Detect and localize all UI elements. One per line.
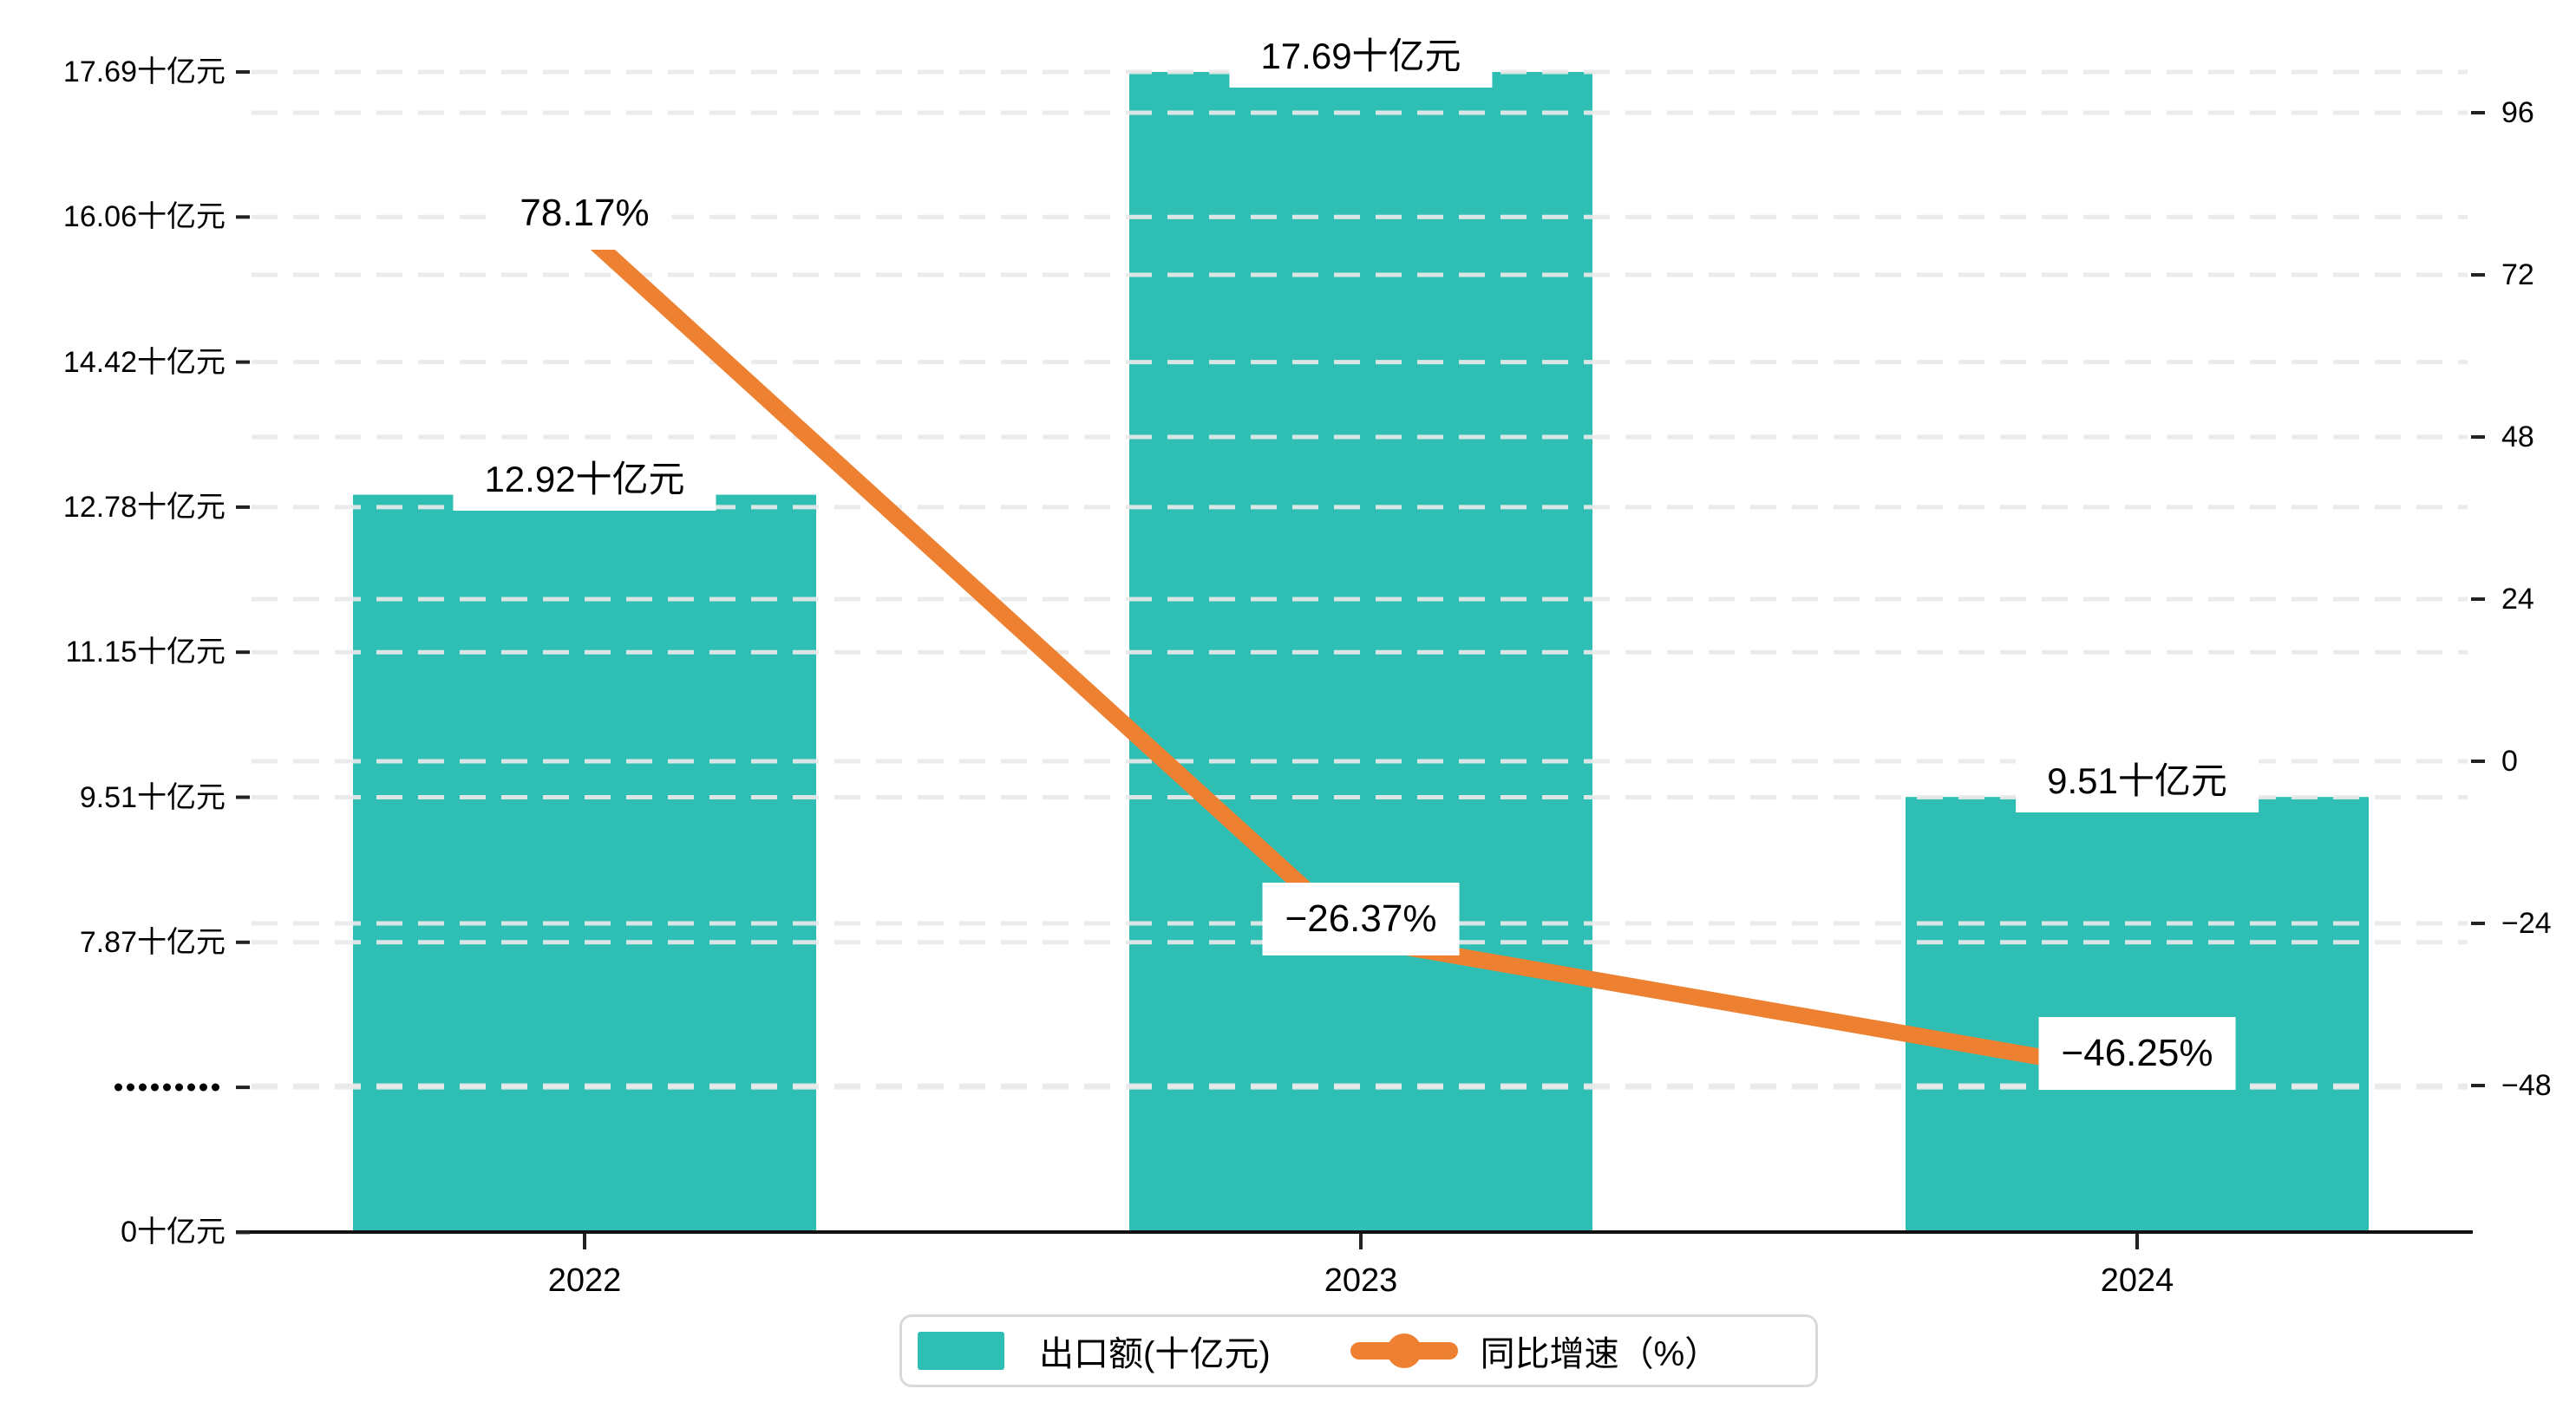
line-value-label-2023: −26.37% xyxy=(1262,883,1460,956)
bar-2024[interactable] xyxy=(1906,797,2369,1234)
legend: 出口额(十亿元) 同比增速（%） xyxy=(899,1314,1818,1387)
left-axis-break-dots xyxy=(114,1083,219,1092)
break-dot xyxy=(199,1083,207,1092)
line-value-label-2022: 78.17% xyxy=(497,176,672,250)
right-axis-tick-label: 96 xyxy=(2501,96,2534,129)
right-axis-tick-label: −48 xyxy=(2501,1069,2552,1102)
left-axis-tick-label: 17.69十亿元 xyxy=(62,55,226,88)
left-axis-tick-label: 0十亿元 xyxy=(121,1216,226,1249)
left-axis-tick-label: 7.87十亿元 xyxy=(79,925,226,959)
break-dot xyxy=(175,1083,183,1092)
legend-line-marker-icon[interactable] xyxy=(1350,1342,1458,1360)
line-value-label-2024: −46.25% xyxy=(2038,1017,2236,1091)
left-axis-tick-label: 14.42十亿元 xyxy=(62,345,226,379)
bar-value-label-2023: 17.69十亿元 xyxy=(1229,25,1493,88)
break-dot xyxy=(139,1083,147,1092)
x-axis-label-2022: 2022 xyxy=(547,1262,622,1299)
left-axis-tick-label: 16.06十亿元 xyxy=(62,200,226,234)
bar-value-label-2024: 9.51十亿元 xyxy=(2016,750,2259,813)
left-axis-tick-label: 11.15十亿元 xyxy=(65,636,226,669)
bar-value-label-2022: 12.92十亿元 xyxy=(453,447,716,511)
right-axis-tick-label: 24 xyxy=(2501,583,2534,616)
bar-2022[interactable] xyxy=(353,494,816,1234)
break-dot xyxy=(151,1083,159,1092)
x-axis-label-2024: 2024 xyxy=(2100,1262,2174,1299)
left-axis-tick-label: 12.78十亿元 xyxy=(62,490,226,524)
break-dot xyxy=(163,1083,171,1092)
break-dot xyxy=(187,1083,195,1092)
right-axis-tick-label: 48 xyxy=(2501,421,2534,453)
break-dot xyxy=(127,1083,134,1092)
x-axis-label-2023: 2023 xyxy=(1324,1262,1398,1299)
break-dot xyxy=(212,1083,219,1092)
legend-line-label[interactable]: 同比增速（%） xyxy=(1480,1335,1720,1373)
left-axis-tick-label: 9.51十亿元 xyxy=(79,780,226,814)
break-dot xyxy=(114,1083,122,1092)
right-axis-tick-label: −24 xyxy=(2501,907,2552,940)
right-axis-tick-label: 72 xyxy=(2501,258,2534,291)
legend-bar-swatch[interactable] xyxy=(918,1332,1004,1370)
right-axis-tick-label: 0 xyxy=(2501,745,2518,778)
legend-bar-label[interactable]: 出口额(十亿元) xyxy=(1039,1335,1271,1373)
